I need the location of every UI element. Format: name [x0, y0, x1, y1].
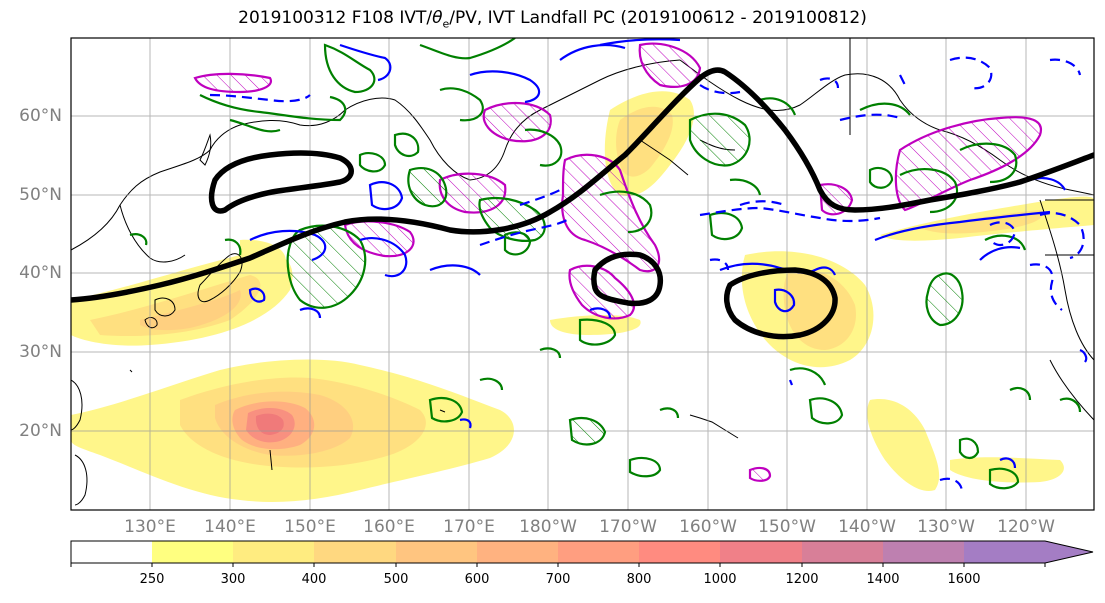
lat-label-60n: 60°N [19, 106, 62, 126]
colorbar-tick-1000: 1000 [703, 572, 737, 587]
map-title: 2019100312 F108 IVT/θe/PV, IVT Landfall … [238, 8, 867, 31]
lon-label-170w: 170°W [599, 517, 657, 537]
colorbar-tick-700: 700 [545, 572, 571, 587]
lat-label-20n: 20°N [19, 421, 62, 441]
pv-green-contours [129, 38, 1082, 490]
lon-label-180w: 180°W [519, 517, 577, 537]
colorbar-tick-250: 250 [139, 572, 165, 587]
lat-label-30n: 30°N [19, 342, 62, 362]
colorbar-swatch-11 [964, 541, 1093, 563]
colorbar-swatch-9 [802, 541, 883, 563]
colorbar-swatch-1 [152, 541, 233, 563]
colorbar-tick-600: 600 [464, 572, 490, 587]
lon-label-170e: 170°E [443, 517, 495, 537]
colorbar-swatch-8 [720, 541, 802, 563]
lat-label-50n: 50°N [19, 185, 62, 205]
colorbar-swatch-7 [639, 541, 720, 563]
lon-label-160e: 160°E [363, 517, 415, 537]
colorbar-swatch-10 [883, 541, 964, 563]
lon-label-130w: 130°W [917, 517, 975, 537]
colorbar-swatch-3 [314, 541, 396, 563]
colorbar-tick-1600: 1600 [947, 572, 981, 587]
colorbar-tick-500: 500 [383, 572, 409, 587]
colorbar-swatch-0 [71, 541, 152, 563]
lon-label-160w: 160°W [679, 517, 737, 537]
theta-e-contours [71, 67, 1094, 340]
lon-label-120w: 120°W [997, 517, 1055, 537]
colorbar-tick-800: 800 [626, 572, 652, 587]
lon-label-140e: 140°E [204, 517, 256, 537]
colorbar-tick-1400: 1400 [866, 572, 900, 587]
lon-label-150e: 150°E [284, 517, 336, 537]
lat-label-40n: 40°N [19, 263, 62, 283]
colorbar-tick-1200: 1200 [785, 572, 819, 587]
pv-blue-dashed-contours [209, 56, 1085, 493]
colorbar [70, 540, 1094, 567]
colorbar-tick-300: 300 [220, 572, 246, 587]
map-frame [70, 37, 1095, 511]
colorbar-swatch-2 [233, 541, 314, 563]
colorbar-swatch-5 [477, 541, 558, 563]
colorbar-swatch-6 [558, 541, 639, 563]
pv-blue-contours [248, 38, 1088, 469]
lon-label-150w: 150°W [758, 517, 816, 537]
lon-label-140w: 140°W [838, 517, 896, 537]
colorbar-tick-400: 400 [301, 572, 327, 587]
lon-label-130e: 130°E [124, 517, 176, 537]
colorbar-swatch-4 [396, 541, 477, 563]
